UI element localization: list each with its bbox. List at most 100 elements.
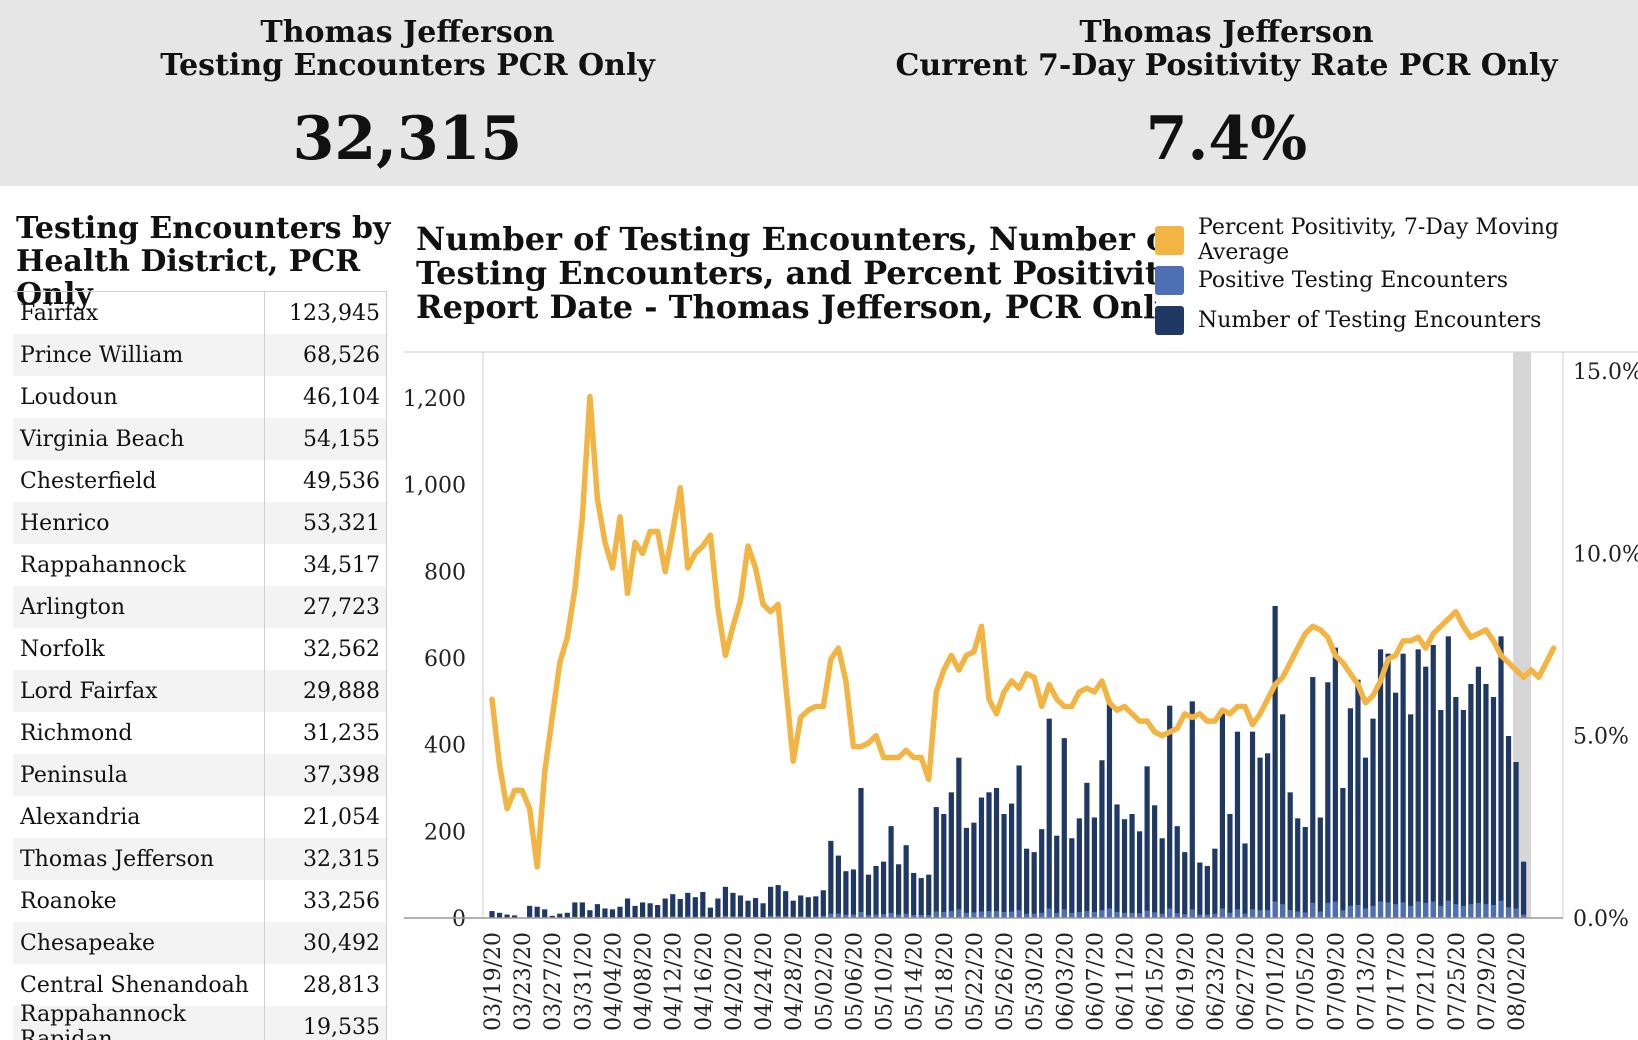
testing-encounters-bar: [1370, 718, 1376, 918]
table-row[interactable]: Henrico 53,321: [13, 502, 386, 544]
x-tick-label: 04/20/20: [722, 932, 747, 1031]
testing-encounters-bar: [722, 886, 729, 918]
testing-encounters-bar: [948, 792, 954, 918]
district-name: Richmond: [13, 712, 265, 754]
table-row[interactable]: Peninsula 37,398: [13, 754, 386, 796]
positive-encounters-bar: [1227, 912, 1233, 918]
testing-encounters-bar: [813, 896, 819, 918]
testing-encounters-bar: [1475, 666, 1482, 918]
testing-encounters-bar: [1024, 848, 1030, 918]
positive-encounters-bar: [1415, 901, 1421, 918]
table-row[interactable]: Lord Fairfax 29,888: [13, 670, 386, 712]
testing-encounters-bar: [971, 822, 977, 918]
y-right-tick-label: 5.0%: [1573, 725, 1629, 750]
positive-encounters-bar: [1332, 901, 1338, 918]
positive-encounters-bar: [896, 914, 902, 918]
positive-encounters-bar: [1377, 901, 1384, 918]
testing-encounters-bar: [1016, 765, 1022, 918]
testing-encounters-bar: [1280, 714, 1286, 918]
table-row[interactable]: Loudoun 46,104: [13, 376, 386, 418]
positive-encounters-bar: [1076, 911, 1082, 918]
y-right-tick-label: 10.0%: [1573, 542, 1638, 567]
testing-encounters-bar: [677, 898, 683, 918]
positivity-line: [489, 393, 1557, 870]
table-row[interactable]: Rappahannock Rapidan 19,535: [13, 1002, 386, 1040]
x-tick-label: 04/28/20: [782, 932, 807, 1031]
positive-encounters-bar: [798, 916, 804, 918]
positive-encounters-bar: [850, 914, 857, 918]
testing-encounters-bar: [986, 792, 992, 918]
testing-encounters-bar: [1453, 697, 1459, 918]
district-value: 49,536: [303, 468, 380, 494]
y-right-tick-label: 15.0%: [1573, 360, 1638, 385]
district-table-title-line2: Health District, PCR Only: [16, 244, 361, 312]
x-tick-label: 03/19/20: [481, 932, 506, 1031]
testing-encounters-bar: [1438, 710, 1444, 918]
testing-encounters-bar: [1249, 731, 1256, 918]
testing-encounters-bar: [496, 912, 503, 918]
testing-encounters-bar: [662, 898, 668, 918]
legend-label: Percent Positivity, 7-Day Moving Average: [1198, 215, 1559, 265]
testing-encounters-bar: [670, 894, 676, 918]
testing-encounters-bar: [865, 874, 872, 918]
testing-encounters-bar: [707, 907, 713, 918]
testing-encounters-bar: [1408, 714, 1414, 918]
positive-encounters-bar: [1370, 905, 1376, 918]
x-tick-label: 05/02/20: [812, 932, 837, 1031]
district-name: Prince William: [13, 334, 265, 376]
legend-item-testing-encounters[interactable]: Number of Testing Encounters: [1155, 300, 1635, 340]
positive-encounters-bar: [1001, 911, 1007, 918]
district-value: 31,235: [303, 720, 380, 746]
district-name: Loudoun: [13, 376, 265, 418]
positive-encounters-bar: [1483, 904, 1489, 918]
positive-encounters-bar: [1287, 910, 1293, 918]
testing-encounters-bar: [730, 892, 736, 918]
testing-encounters-bar: [1152, 805, 1158, 918]
testing-encounters-bar: [1423, 666, 1429, 918]
positive-encounters-bar: [1174, 913, 1180, 918]
kpi-positivity-rate: Thomas Jefferson Current 7-Day Positivit…: [815, 16, 1638, 174]
district-name: Chesterfield: [13, 460, 265, 502]
testing-encounters-bar: [1136, 831, 1143, 918]
table-row[interactable]: Chesapeake 30,492: [13, 922, 386, 964]
table-row[interactable]: Fairfax 123,945: [13, 292, 386, 334]
x-tick-label: 08/02/20: [1505, 932, 1530, 1031]
table-row[interactable]: Norfolk 32,562: [13, 628, 386, 670]
positive-encounters-bar: [888, 912, 894, 918]
x-tick-label: 04/16/20: [692, 932, 717, 1031]
positive-encounters-bar: [1069, 912, 1075, 918]
table-row[interactable]: Roanoke 33,256: [13, 880, 386, 922]
table-row[interactable]: Virginia Beach 54,155: [13, 418, 386, 460]
x-tick-label: 04/08/20: [632, 932, 657, 1031]
testing-encounters-bar: [511, 915, 518, 918]
table-row[interactable]: Prince William 68,526: [13, 334, 386, 376]
testing-encounters-bar: [1242, 843, 1248, 918]
testing-encounters-bar: [572, 902, 578, 918]
positive-encounters-bar: [1325, 902, 1331, 918]
table-row[interactable]: Arlington 27,723: [13, 586, 386, 628]
testing-encounters-bar: [843, 871, 849, 918]
x-tick-label: 06/23/20: [1204, 932, 1229, 1031]
positive-encounters-bar: [1084, 911, 1090, 918]
district-table[interactable]: Fairfax 123,945 Prince William 68,526 Loudou…: [13, 291, 387, 1040]
table-row[interactable]: Thomas Jefferson 32,315: [13, 838, 386, 880]
district-value: 19,535: [303, 1014, 380, 1040]
legend-item-positivity[interactable]: Percent Positivity, 7-Day Moving Average: [1155, 215, 1635, 265]
positive-encounters-bar: [1212, 913, 1218, 918]
testing-encounters-bar: [1264, 753, 1271, 918]
legend-item-positive-encounters[interactable]: Positive Testing Encounters: [1155, 260, 1635, 300]
testing-encounters-bar: [1340, 788, 1346, 918]
table-row[interactable]: Richmond 31,235: [13, 712, 386, 754]
positive-encounters-bar: [1347, 905, 1354, 918]
table-row[interactable]: Central Shenandoah 28,813: [13, 964, 386, 1006]
district-name: Chesapeake: [13, 922, 265, 964]
x-tick-label: 03/31/20: [571, 932, 596, 1031]
table-row[interactable]: Alexandria 21,054: [13, 796, 386, 838]
positive-encounters-bar: [1091, 911, 1097, 918]
table-row[interactable]: Chesterfield 49,536: [13, 460, 386, 502]
table-row[interactable]: Rappahannock 34,517: [13, 544, 386, 586]
district-value: 27,723: [303, 594, 380, 620]
positive-encounters-bar: [1400, 902, 1406, 918]
positive-encounters-bar: [933, 911, 939, 918]
